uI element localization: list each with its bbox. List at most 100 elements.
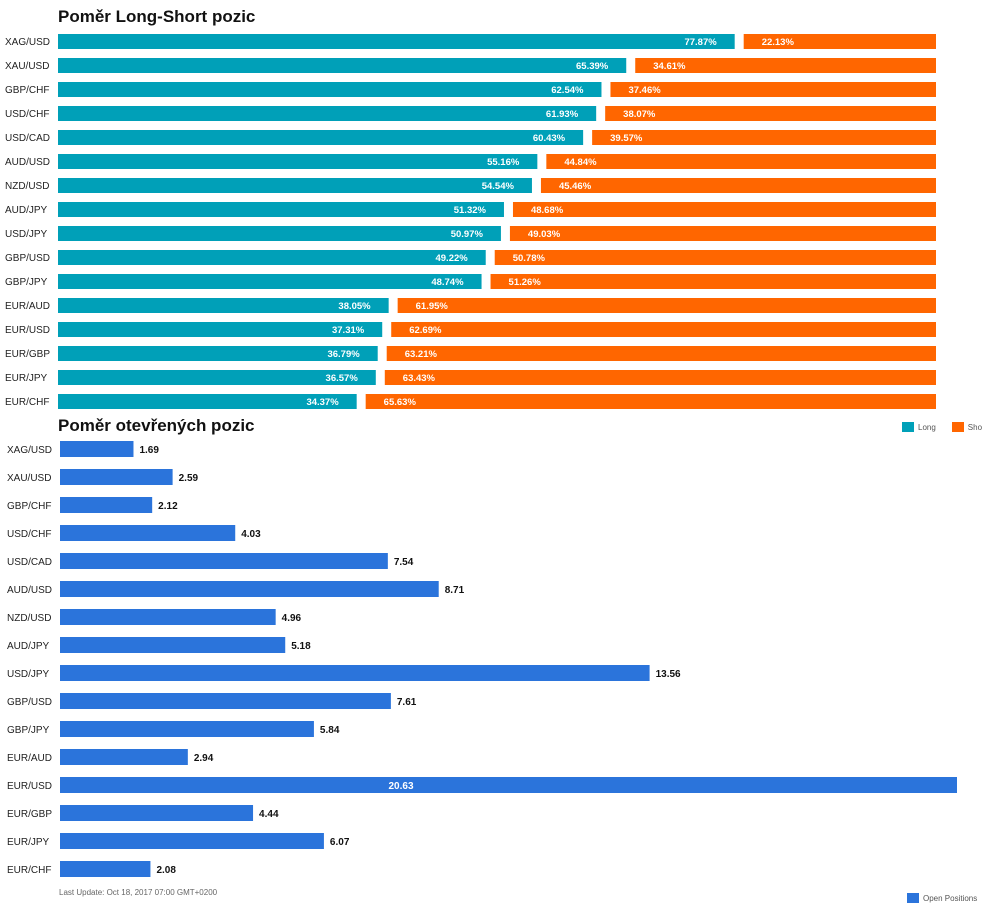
short-value-label-eur-gbp: 63.21% xyxy=(405,349,438,360)
open-category-label-eur-usd: EUR/USD xyxy=(7,781,52,792)
long-bar-gbp-usd xyxy=(58,250,486,265)
open-category-label-gbp-chf: GBP/CHF xyxy=(7,501,51,512)
category-label-aud-jpy: AUD/JPY xyxy=(5,205,48,216)
short-bar-gbp-usd xyxy=(494,250,936,265)
short-value-label-usd-cad: 39.57% xyxy=(610,133,643,144)
category-label-gbp-usd: GBP/USD xyxy=(5,253,50,264)
short-value-label-eur-chf: 65.63% xyxy=(384,397,417,408)
open-positions-bar-eur-usd xyxy=(60,777,957,793)
open-positions-bar-eur-chf xyxy=(60,861,151,877)
short-bar-eur-chf xyxy=(365,394,936,409)
open-category-label-gbp-jpy: GBP/JPY xyxy=(7,725,50,736)
open-category-label-usd-cad: USD/CAD xyxy=(7,557,52,568)
open-positions-bar-eur-aud xyxy=(60,749,188,765)
long-value-label-usd-cad: 60.43% xyxy=(533,133,566,144)
open-positions-value-label-gbp-jpy: 5.84 xyxy=(320,725,340,736)
long-value-label-eur-aud: 38.05% xyxy=(338,301,371,312)
long-bar-eur-jpy xyxy=(58,370,376,385)
open-positions-bar-xag-usd xyxy=(60,441,134,457)
open-positions-bar-xau-usd xyxy=(60,469,173,485)
open-positions-bar-aud-jpy xyxy=(60,637,286,653)
short-value-label-nzd-usd: 45.46% xyxy=(559,181,592,192)
long-bar-nzd-usd xyxy=(58,178,532,193)
short-value-label-eur-usd: 62.69% xyxy=(409,325,442,336)
long-value-label-xau-usd: 65.39% xyxy=(576,61,609,72)
legend-open-positions-label: Open Positions xyxy=(923,893,978,903)
open-category-label-eur-aud: EUR/AUD xyxy=(7,753,52,764)
open-positions-value-label-gbp-usd: 7.61 xyxy=(397,697,417,708)
short-bar-eur-usd xyxy=(391,322,937,337)
long-bar-eur-chf xyxy=(58,394,357,409)
category-label-eur-usd: EUR/USD xyxy=(5,325,50,336)
open-positions-value-label-usd-cad: 7.54 xyxy=(394,557,414,568)
open-positions-value-label-eur-aud: 2.94 xyxy=(194,753,214,764)
short-value-label-aud-usd: 44.84% xyxy=(564,157,597,168)
open-positions-chart-title: Poměr otevřených pozic xyxy=(58,416,255,435)
open-category-label-xau-usd: XAU/USD xyxy=(7,473,51,484)
long-value-label-usd-jpy: 50.97% xyxy=(451,229,484,240)
category-label-eur-gbp: EUR/GBP xyxy=(5,349,50,360)
short-bar-gbp-jpy xyxy=(490,274,936,289)
long-value-label-eur-jpy: 36.57% xyxy=(326,373,359,384)
category-label-usd-cad: USD/CAD xyxy=(5,133,50,144)
long-value-label-gbp-usd: 49.22% xyxy=(435,253,468,264)
open-category-label-usd-jpy: USD/JPY xyxy=(7,669,50,680)
open-positions-value-label-usd-chf: 4.03 xyxy=(241,529,261,540)
open-category-label-nzd-usd: NZD/USD xyxy=(7,613,51,624)
open-positions-value-label-aud-usd: 8.71 xyxy=(445,585,465,596)
open-positions-value-label-eur-chf: 2.08 xyxy=(156,865,176,876)
category-label-aud-usd: AUD/USD xyxy=(5,157,50,168)
long-short-legend: Long Short xyxy=(902,422,982,432)
open-category-label-aud-jpy: AUD/JPY xyxy=(7,641,50,652)
legend-open-positions-swatch xyxy=(907,893,919,903)
open-positions-value-label-eur-gbp: 4.44 xyxy=(259,809,279,820)
long-bar-usd-jpy xyxy=(58,226,501,241)
open-positions-bar-nzd-usd xyxy=(60,609,276,625)
open-category-label-aud-usd: AUD/USD xyxy=(7,585,52,596)
short-bar-usd-chf xyxy=(605,106,936,121)
long-value-label-xag-usd: 77.87% xyxy=(684,37,717,48)
long-bar-eur-aud xyxy=(58,298,389,313)
legend-long-label: Long xyxy=(918,422,936,432)
short-bar-eur-jpy xyxy=(384,370,936,385)
open-positions-bar-usd-jpy xyxy=(60,665,650,681)
long-bar-aud-usd xyxy=(58,154,538,169)
long-value-label-aud-usd: 55.16% xyxy=(487,157,520,168)
legend-long-swatch xyxy=(902,422,914,432)
open-positions-value-label-gbp-chf: 2.12 xyxy=(158,501,178,512)
short-value-label-gbp-usd: 50.78% xyxy=(513,253,546,264)
category-label-xag-usd: XAG/USD xyxy=(5,37,50,48)
open-positions-value-label-eur-jpy: 6.07 xyxy=(330,837,350,848)
long-value-label-aud-jpy: 51.32% xyxy=(454,205,487,216)
open-positions-bar-eur-jpy xyxy=(60,833,324,849)
short-bar-xau-usd xyxy=(635,58,936,73)
open-positions-value-label-usd-jpy: 13.56 xyxy=(656,669,681,680)
category-label-eur-jpy: EUR/JPY xyxy=(5,373,48,384)
category-label-eur-chf: EUR/CHF xyxy=(5,397,49,408)
short-value-label-gbp-chf: 37.46% xyxy=(628,85,661,96)
open-category-label-eur-jpy: EUR/JPY xyxy=(7,837,50,848)
category-label-usd-chf: USD/CHF xyxy=(5,109,49,120)
short-bar-eur-aud xyxy=(397,298,936,313)
open-category-label-gbp-usd: GBP/USD xyxy=(7,697,52,708)
short-value-label-gbp-jpy: 51.26% xyxy=(509,277,542,288)
open-category-label-usd-chf: USD/CHF xyxy=(7,529,51,540)
category-label-gbp-jpy: GBP/JPY xyxy=(5,277,48,288)
long-bar-usd-chf xyxy=(58,106,597,121)
category-label-nzd-usd: NZD/USD xyxy=(5,181,49,192)
long-value-label-eur-chf: 34.37% xyxy=(306,397,339,408)
long-bar-xag-usd xyxy=(58,34,735,49)
long-value-label-gbp-jpy: 48.74% xyxy=(431,277,464,288)
open-positions-bar-eur-gbp xyxy=(60,805,254,821)
category-label-gbp-chf: GBP/CHF xyxy=(5,85,49,96)
short-value-label-xau-usd: 34.61% xyxy=(653,61,686,72)
open-category-label-eur-gbp: EUR/GBP xyxy=(7,809,52,820)
short-value-label-usd-chf: 38.07% xyxy=(623,109,656,120)
open-positions-bar-usd-chf xyxy=(60,525,236,541)
open-positions-legend: Open Positions xyxy=(907,893,977,903)
open-positions-value-label-aud-jpy: 5.18 xyxy=(291,641,311,652)
long-bar-aud-jpy xyxy=(58,202,504,217)
open-positions-value-label-eur-usd: 20.63 xyxy=(389,781,414,792)
short-bar-usd-jpy xyxy=(509,226,936,241)
